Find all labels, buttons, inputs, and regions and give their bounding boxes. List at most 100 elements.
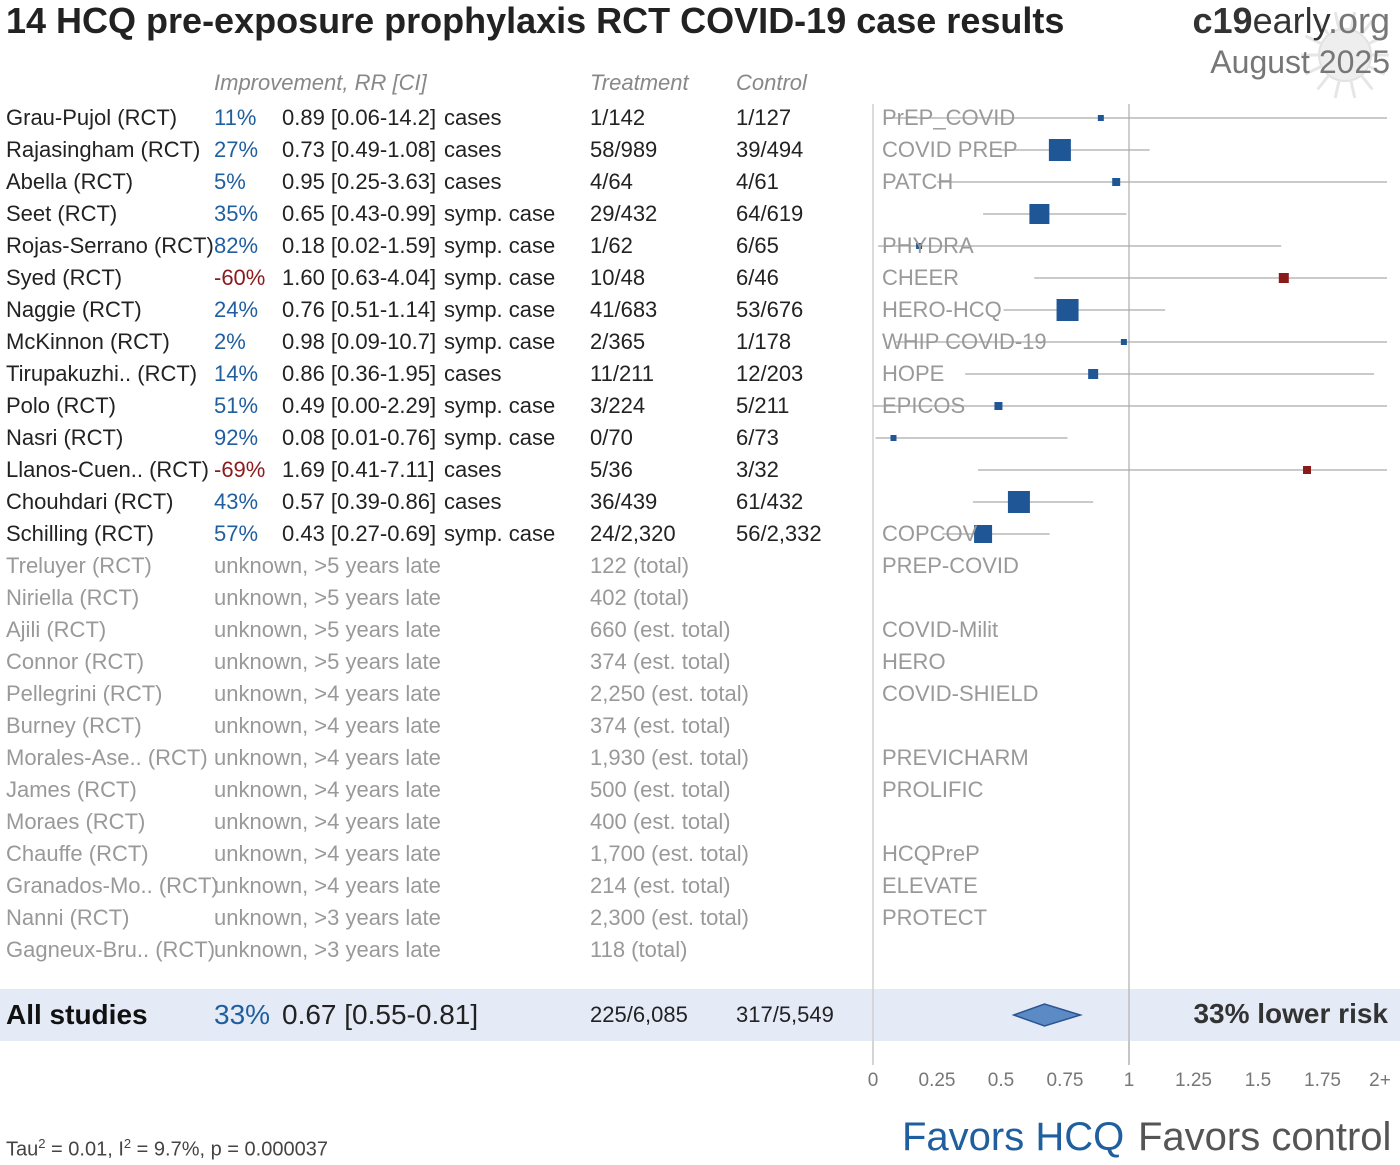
study-improvement: 14% [214,361,259,386]
study-outcome: cases [444,105,502,130]
unknown-study-total: 1,700 (est. total) [590,841,749,866]
brand-logo: c19early.org [1193,0,1390,42]
virus-spike [1360,19,1374,36]
unknown-study-total: 374 (est. total) [590,713,731,738]
virus-spike [1349,80,1357,99]
study-name: McKinnon (RCT) [6,329,170,354]
unknown-study-trial-name: PROLIFIC [882,777,984,802]
study-control: 64/619 [736,201,804,226]
study-name: Grau-Pujol (RCT) [6,105,178,130]
unknown-study-total: 400 (est. total) [590,809,731,834]
x-tick-label: 1 [1123,1070,1135,1091]
header-control: Control [736,70,807,95]
study-control: 5/211 [736,393,790,418]
study-rr-ci: 0.76 [0.51-1.14] [282,297,437,322]
unknown-study-trial-name: PROTECT [882,905,988,930]
study-treatment: 4/64 [590,169,633,194]
i-rest: = 9.7%, p = 0.000037 [131,1138,328,1161]
virus-spike [1367,34,1386,46]
unknown-study-name: Moraes (RCT) [6,809,146,834]
study-trial-name: COVID PREP [882,137,1018,162]
study-outcome: symp. case [444,329,556,354]
study-control: 39/494 [736,137,804,162]
study-trial-name: WHIP COVID-19 [882,329,1047,354]
chart-title: 14 HCQ pre-exposure prophylaxis RCT COVI… [6,0,1065,41]
study-improvement: -69% [214,457,266,482]
study-point-estimate [1097,115,1104,121]
study-name: Naggie (RCT) [6,297,142,322]
study-name: Seet (RCT) [6,201,118,226]
date-label: August 2025 [1210,44,1390,80]
unknown-study-name: Pellegrini (RCT) [6,681,163,706]
study-rr-ci: 0.18 [0.02-1.59] [282,233,437,258]
study-outcome: symp. case [444,297,556,322]
unknown-study-status: unknown, >5 years late [214,649,441,674]
study-outcome: cases [444,137,502,162]
study-treatment: 41/683 [590,297,658,322]
study-control: 6/73 [736,425,779,450]
unknown-study-total: 122 (total) [590,553,690,578]
tau-label: Tau [6,1138,39,1161]
x-tick-label: 1.75 [1304,1070,1341,1091]
study-trial-name: PATCH [882,169,954,194]
study-point-estimate [890,435,897,441]
i-sup: 2 [123,1136,132,1151]
brand-bold: c19 [1192,0,1253,41]
unknown-study-status: unknown, >4 years late [214,681,441,706]
unknown-study-total: 374 (est. total) [590,649,731,674]
unknown-study-status: unknown, >4 years late [214,841,441,866]
x-tick-label: 0 [867,1070,879,1091]
unknown-study-name: Chauffe (RCT) [6,841,149,866]
unknown-study-name: Burney (RCT) [6,713,142,738]
study-treatment: 5/36 [590,457,633,482]
virus-spike [1333,80,1341,99]
study-control: 1/178 [736,329,792,354]
favors-control-label: Favors control [1138,1115,1392,1159]
study-outcome: cases [444,457,502,482]
study-treatment: 1/142 [590,105,646,130]
study-treatment: 11/211 [590,361,655,386]
study-control: 6/46 [736,265,779,290]
unknown-study-name: Connor (RCT) [6,649,145,674]
unknown-study-total: 1,930 (est. total) [590,745,749,770]
virus-spike [1316,74,1330,91]
study-control: 56/2,332 [736,521,822,546]
study-point-estimate [974,525,993,543]
study-rr-ci: 0.49 [0.00-2.29] [282,393,437,418]
summary-band [0,989,1400,1041]
study-name: Schilling (RCT) [6,521,154,546]
summary-verdict: 33% lower risk [1193,998,1388,1029]
study-improvement: 43% [214,489,259,514]
unknown-study-status: unknown, >5 years late [214,585,441,610]
study-improvement: 35% [214,201,259,226]
study-name: Abella (RCT) [6,169,134,194]
unknown-study-name: Nanni (RCT) [6,905,130,930]
study-point-estimate [1056,299,1079,321]
tau-rest: = 0.01, I [45,1138,124,1161]
unknown-study-name: Niriella (RCT) [6,585,140,610]
study-rr-ci: 0.57 [0.39-0.86] [282,489,437,514]
study-control: 4/61 [736,169,779,194]
study-name: Tirupakuzhi.. (RCT) [6,361,198,386]
unknown-study-trial-name: COVID-SHIELD [882,681,1039,706]
study-improvement: 57% [214,521,259,546]
study-rr-ci: 0.95 [0.25-3.63] [282,169,437,194]
study-rr-ci: 0.43 [0.27-0.69] [282,521,437,546]
study-point-estimate [1088,369,1099,379]
study-point-estimate [1048,139,1071,161]
x-tick-label: 1.25 [1175,1070,1212,1091]
study-control: 53/676 [736,297,804,322]
study-improvement: 11% [214,105,257,130]
study-point-estimate [1278,273,1289,283]
virus-spike [1304,64,1323,76]
summary-treatment: 225/6,085 [590,1002,688,1027]
study-point-estimate [916,243,923,249]
unknown-study-status: unknown, >3 years late [214,937,441,962]
unknown-study-total: 2,250 (est. total) [590,681,749,706]
tau-sup: 2 [38,1136,46,1151]
unknown-study-trial-name: HCQPreP [882,841,980,866]
study-trial-name: HERO-HCQ [882,297,1002,322]
study-rr-ci: 1.69 [0.41-7.11] [282,457,435,482]
study-treatment: 0/70 [590,425,633,450]
